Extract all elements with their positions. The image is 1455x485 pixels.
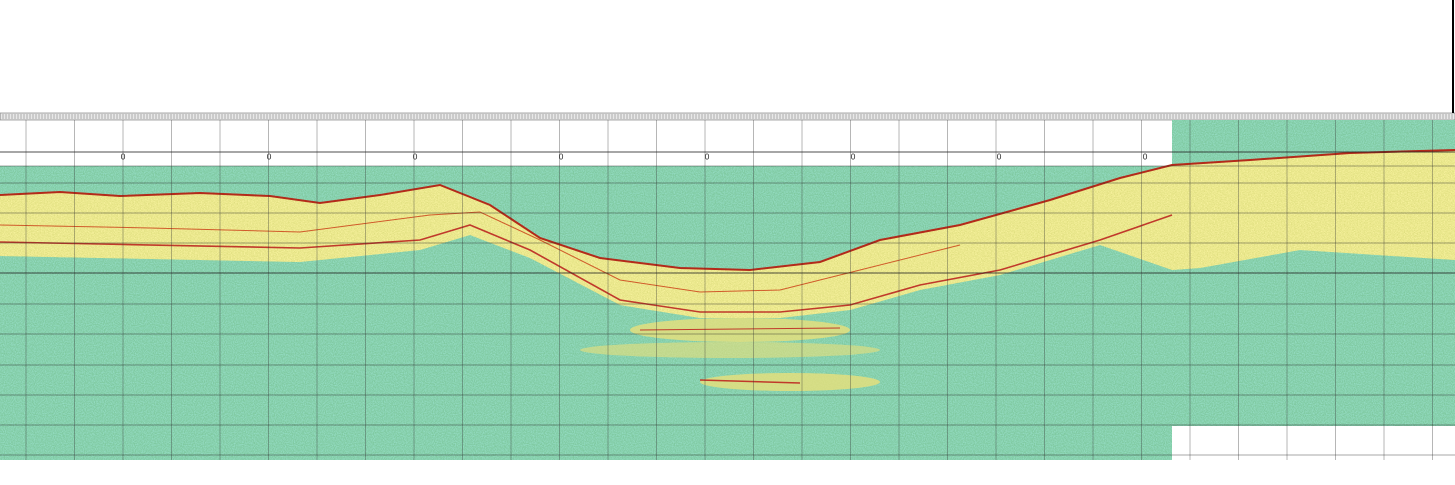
deep-layer (580, 342, 880, 358)
section-label: 0 (558, 153, 563, 162)
sediment-texture (0, 150, 1455, 318)
ruler (0, 112, 1455, 121)
deep-horizon (699, 379, 801, 384)
section-label: 0 (704, 153, 709, 162)
section-label: 0 (996, 153, 1001, 162)
deep-horizon (639, 327, 841, 331)
sub-horizon (0, 211, 961, 293)
section-label: 0 (1142, 153, 1147, 162)
seabed-horizon (0, 149, 1455, 272)
section-label: 0 (266, 153, 271, 162)
section-label: 0 (412, 153, 417, 162)
deep-layer (630, 318, 850, 342)
section-label: 0 (850, 153, 855, 162)
grid: 0 0 0 0 0 0 0 0 (0, 0, 1455, 460)
section-label: 0 (120, 153, 125, 162)
